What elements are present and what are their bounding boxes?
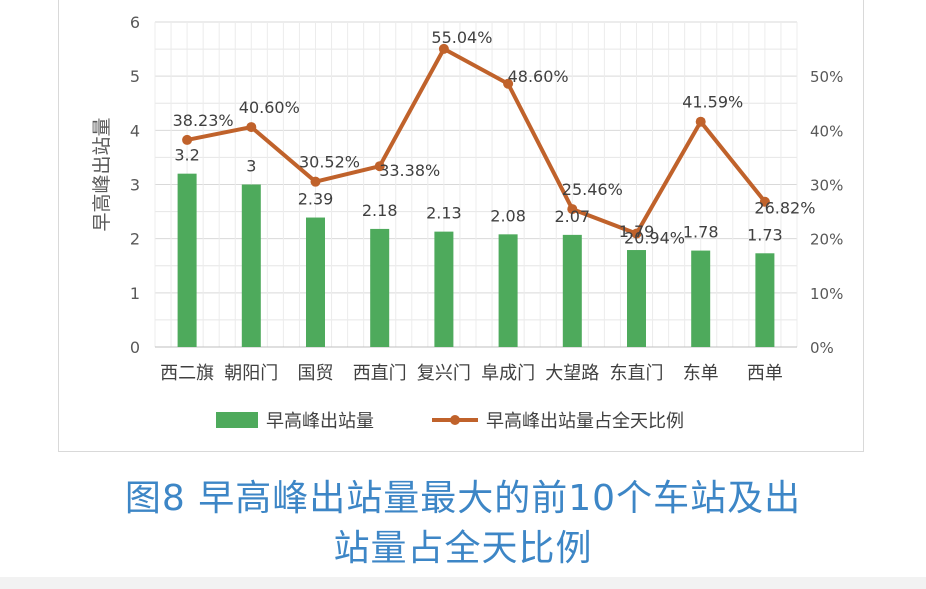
bar-data-label: 1.79 [619,222,655,241]
x-category-label: 复兴门 [417,363,471,384]
x-category-label: 西二旗 [160,363,214,384]
x-category-label: 大望路 [545,363,599,384]
y-right-tick-label: 0% [810,339,834,357]
line-data-label: 25.46% [562,180,623,199]
bar [691,250,711,347]
y-axis-title: 早高峰出站量 [91,117,113,231]
line-point [695,116,706,127]
chart-svg: 0 1 2 3 4 5 6 0% 10% 20% 30% 40% 50% 早高峰出站量 3.2 3 2.39 2.… [91,13,843,432]
legend-line-label: 早高峰出站量占全天比例 [486,411,684,432]
x-category-label: 东直门 [610,363,664,384]
bar [306,217,325,347]
line-point [374,161,385,172]
line-point [567,204,578,215]
x-category-label: 朝阳门 [224,363,278,384]
bar-data-label: 2.13 [426,204,462,223]
bar-data-label: 2.07 [554,207,590,226]
line-point [759,196,770,207]
line-data-label: 20.94% [624,229,685,248]
line-data-label: 38.23% [173,111,234,130]
y-left-tick-label: 5 [130,67,140,86]
caption-line-2: 站量占全天比例 [333,528,593,569]
line-point [246,122,257,133]
y-left-tick-label: 3 [130,176,140,195]
line-point [438,43,449,54]
bar-data-label: 1.78 [683,223,719,242]
x-category-label: 西直门 [353,363,407,384]
bar-data-label: 2.39 [298,190,334,209]
y-left-tick-label: 6 [130,13,140,32]
legend-bar-label: 早高峰出站量 [266,411,374,432]
y-left-tick-label: 4 [130,121,140,140]
bar [755,253,775,347]
line-point [503,78,514,89]
x-category-label: 国贸 [298,363,334,384]
line-data-label: 40.60% [239,98,300,117]
x-category-label: 东单 [683,363,719,384]
y-right-tick-label: 20% [810,231,843,249]
bar-data-label: 1.73 [747,225,783,244]
bar [434,231,454,347]
bar [177,173,197,347]
y-right-tick-label: 10% [810,285,843,303]
bar [370,228,390,347]
line-data-label: 55.04% [431,28,492,47]
y-left-tick-label: 1 [130,284,140,303]
legend-bar-swatch [216,412,258,428]
bar-data-label: 3 [246,157,256,176]
line-point [310,176,321,187]
line-data-label: 41.59% [682,93,743,112]
x-category-label: 西单 [747,363,783,384]
line-data-label: 48.60% [508,67,569,86]
y-right-tick-label: 30% [810,177,843,195]
legend-line-marker [450,415,460,425]
line-data-label: 30.52% [299,153,360,172]
y-left-tick-label: 2 [130,230,140,249]
line-point [182,134,193,145]
bar [241,184,261,347]
line-data-label: 26.82% [754,199,815,218]
line-series-path [186,46,767,236]
line-data-label: 33.38% [379,161,440,180]
caption-line-1: 图8 早高峰出站量最大的前10个车站及出 [124,478,802,519]
bar [627,250,646,347]
bottom-strip [0,577,926,589]
x-category-label: 阜成门 [481,363,535,384]
bar-data-label: 3.2 [174,146,199,165]
bar [498,234,518,347]
y-right-tick-label: 50% [810,68,843,86]
bar-data-label: 2.08 [490,206,526,225]
figure-caption: 图8 早高峰出站量最大的前10个车站及出 站量占全天比例 [0,474,926,574]
y-left-tick-label: 0 [130,338,140,357]
bar-data-label: 2.18 [362,201,398,220]
bar [562,234,582,347]
y-right-tick-label: 40% [810,122,843,140]
line-point [631,228,642,239]
